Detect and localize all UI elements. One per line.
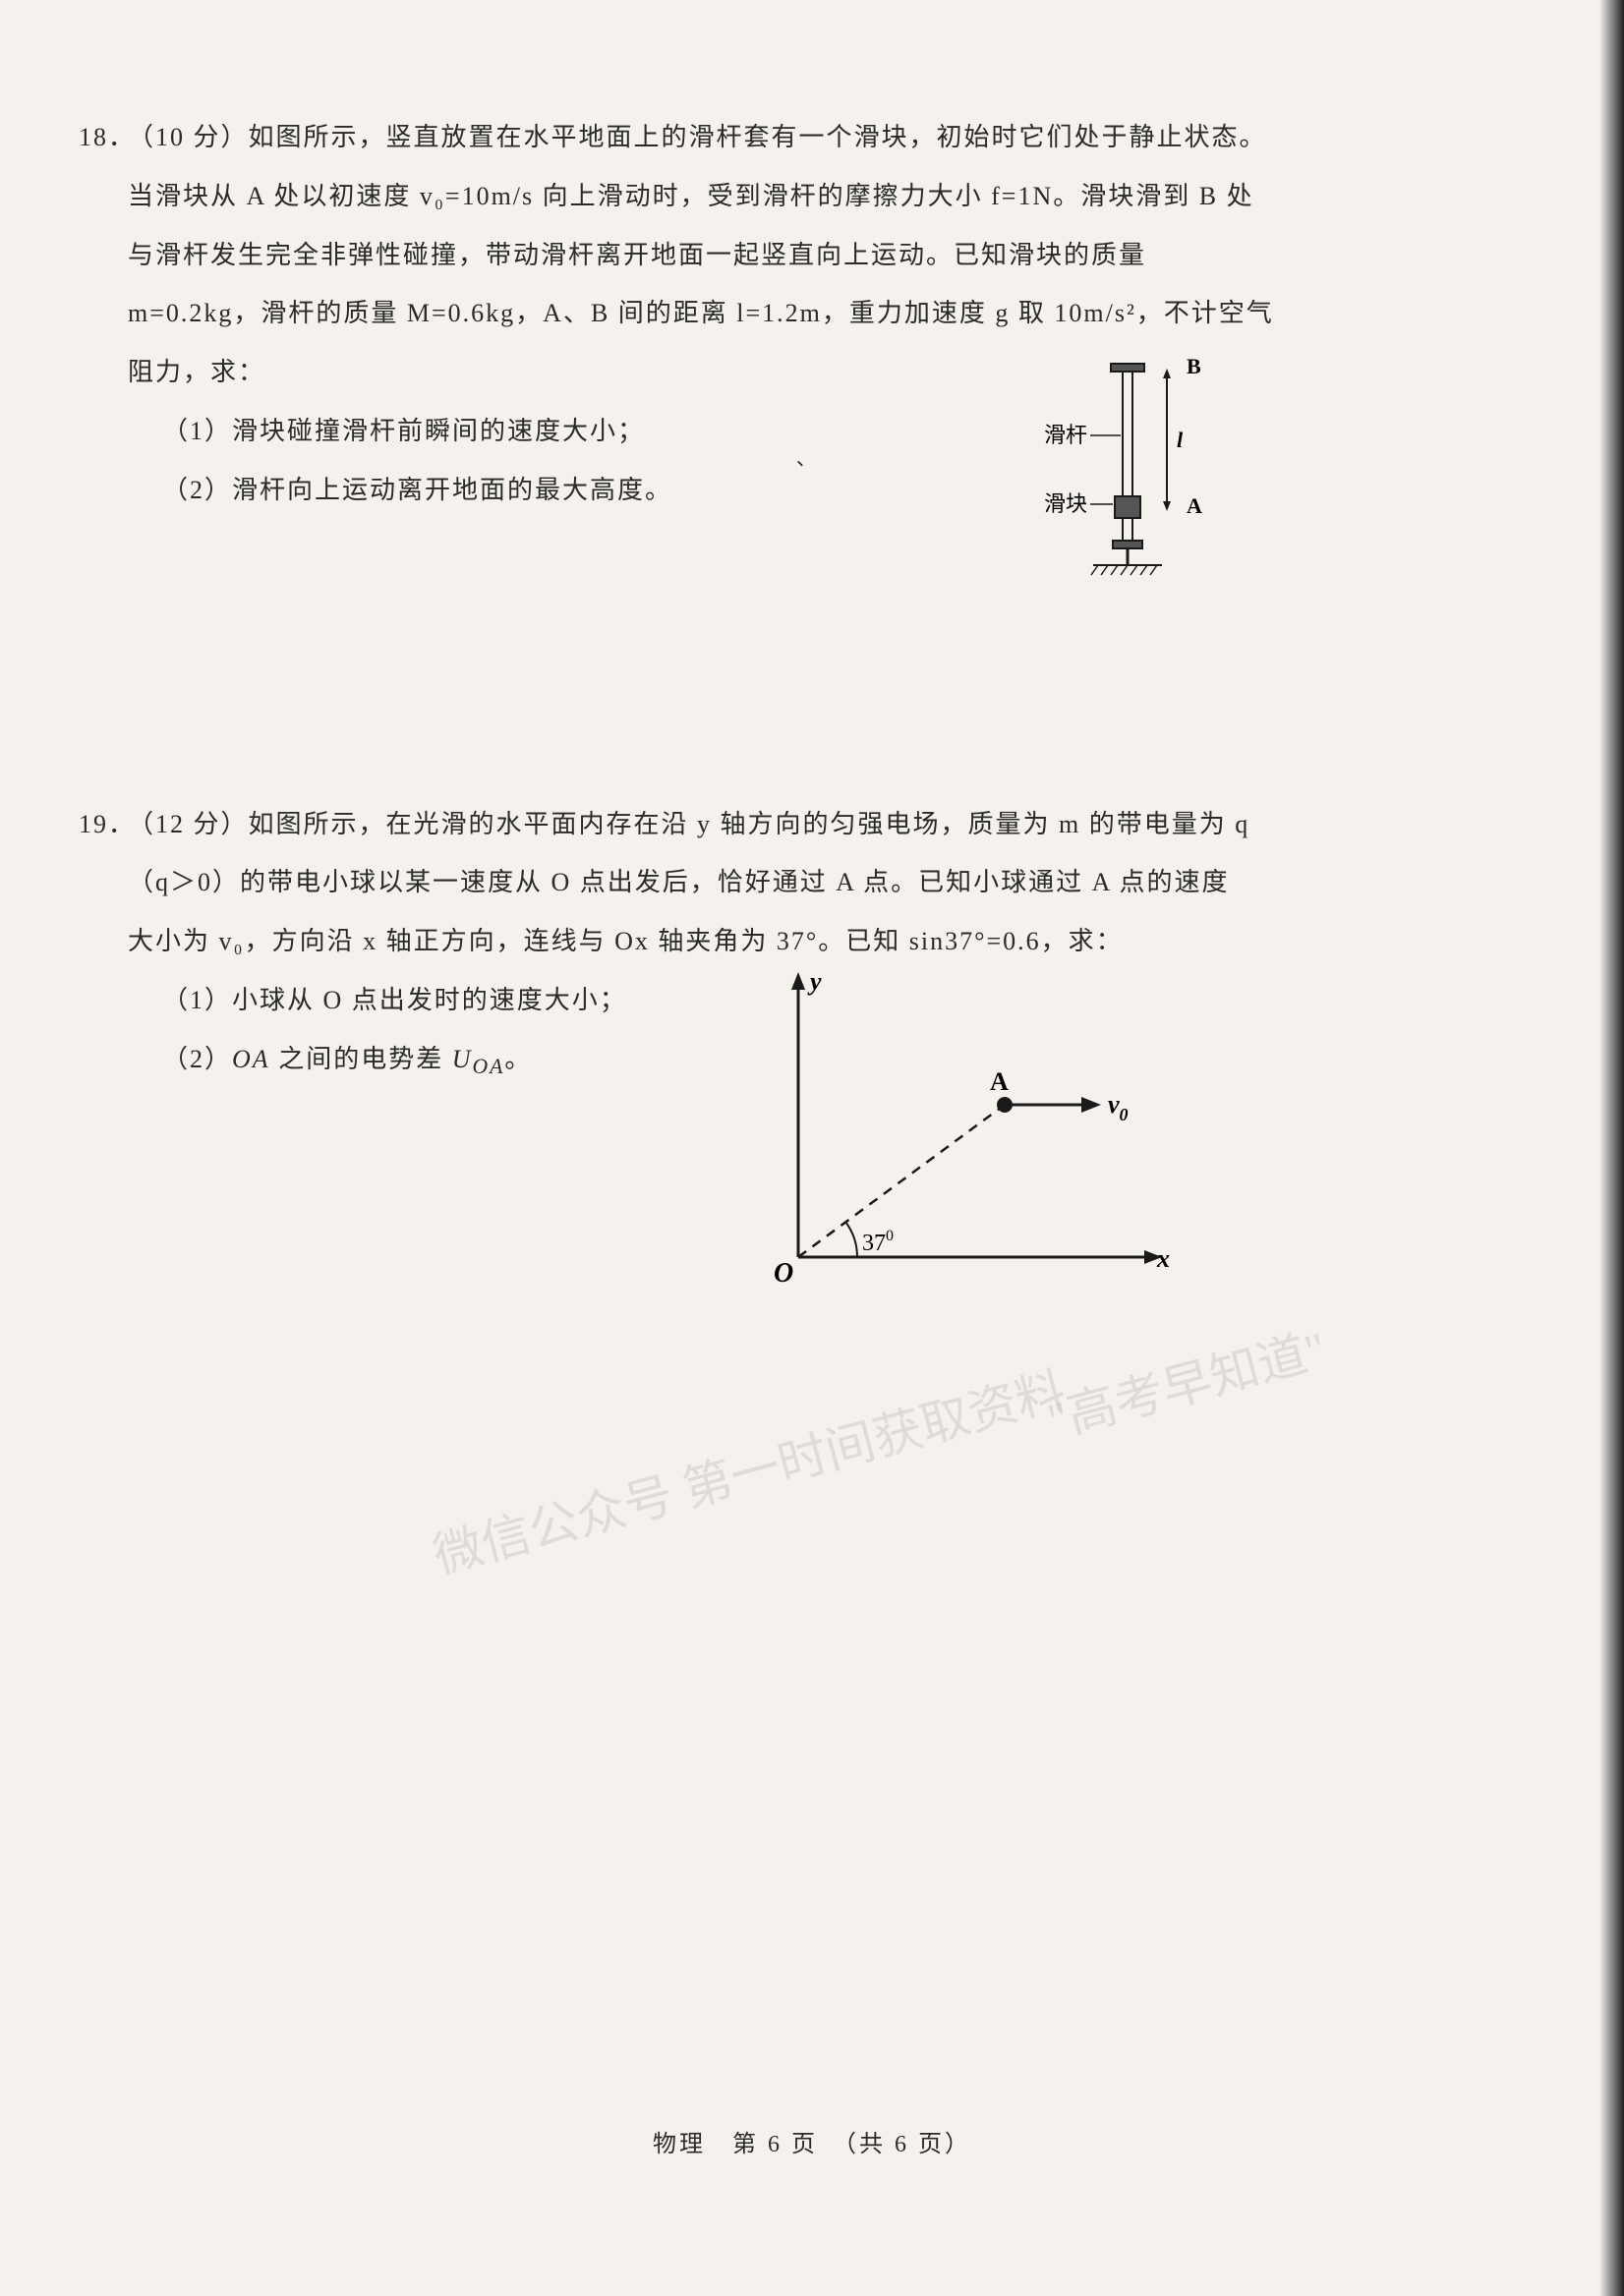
q18-label-A: A (1187, 493, 1202, 518)
q18-line1: 如图所示，竖直放置在水平地面上的滑杆套有一个滑块，初始时它们处于静止状态。 (249, 123, 1267, 151)
q19-line2: （q＞0）的带电小球以某一速度从 O 点出发后，恰好通过 A 点。已知小球通过 … (128, 868, 1229, 896)
q19-label-O: O (774, 1258, 793, 1289)
q19-diagram: y x A v0 O 370 (749, 962, 1191, 1301)
q18-line3: 与滑杆发生完全非弹性碰撞，带动滑杆离开地面一起竖直向上运动。已知滑块的质量 (128, 241, 1146, 269)
tick-mark: 、 (796, 442, 816, 471)
q19-label-angle: 370 (862, 1228, 894, 1256)
q19-line1: 如图所示，在光滑的水平面内存在沿 y 轴方向的匀强电场，质量为 m 的带电量为 … (249, 810, 1250, 838)
watermark-1: "高考早知道" (1039, 1309, 1334, 1452)
question-18-block: 18． （10 分）如图所示，竖直放置在水平地面上的滑杆套有一个滑块，初始时它们… (128, 108, 1486, 520)
q19-label-A: A (990, 1067, 1009, 1096)
q18-number: 18． (79, 108, 136, 167)
q19-line3: 大小为 v₀，方向沿 x 轴正方向，连线与 Ox 轴夹角为 37°。已知 sin… (128, 927, 1124, 955)
q19-label-y: y (807, 967, 822, 996)
q19-points: （12 分） (128, 810, 249, 838)
q18-line2: 当滑块从 A 处以初速度 v₀=10m/s 向上滑动时，受到滑杆的摩擦力大小 f… (128, 182, 1254, 210)
q18-label-l: l (1177, 428, 1184, 452)
q19-number: 19． (79, 795, 136, 854)
q18-diagram: B A l 滑杆 滑块 (1024, 354, 1241, 604)
q19-label-v0: v0 (1108, 1090, 1129, 1124)
watermark-2: 微信公众号 第一时间获取资料 (425, 1350, 1073, 1587)
question-19-text: 19． （12 分）如图所示，在光滑的水平面内存在沿 y 轴方向的匀强电场，质量… (128, 795, 1486, 971)
question-18-text: 18． （10 分）如图所示，竖直放置在水平地面上的滑杆套有一个滑块，初始时它们… (128, 108, 1486, 402)
q18-label-B: B (1187, 354, 1201, 378)
page-footer: 物理 第 6 页 （共 6 页） (0, 2124, 1624, 2158)
q18-line5: 阻力，求： (128, 358, 265, 386)
page-right-edge (1599, 0, 1624, 2296)
q18-points: （10 分） (128, 123, 249, 151)
q18-label-huagan: 滑杆 (1044, 423, 1087, 447)
q19-label-x: x (1156, 1244, 1170, 1273)
q18-label-huakuai: 滑块 (1044, 491, 1087, 516)
question-19-block: "高考早知道" 微信公众号 第一时间获取资料 19． （12 分）如图所示，在光… (128, 795, 1486, 1092)
q18-line4: m=0.2kg，滑杆的质量 M=0.6kg，A、B 间的距离 l=1.2m，重力… (128, 299, 1274, 327)
